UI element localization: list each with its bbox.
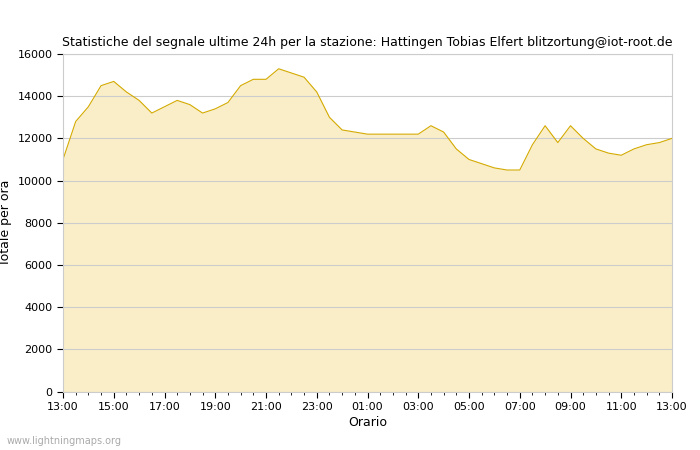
X-axis label: Orario: Orario [348, 416, 387, 429]
Title: Statistiche del segnale ultime 24h per la stazione: Hattingen Tobias Elfert blit: Statistiche del segnale ultime 24h per l… [62, 36, 673, 49]
Y-axis label: Totale per ora: Totale per ora [0, 180, 12, 266]
Text: www.lightningmaps.org: www.lightningmaps.org [7, 436, 122, 446]
